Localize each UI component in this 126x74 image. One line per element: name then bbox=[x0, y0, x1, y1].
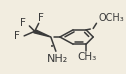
Text: F: F bbox=[20, 18, 26, 28]
Polygon shape bbox=[34, 30, 51, 37]
Text: NH₂: NH₂ bbox=[47, 54, 68, 64]
Text: F: F bbox=[38, 13, 44, 23]
Text: •: • bbox=[50, 44, 54, 50]
Text: F: F bbox=[14, 31, 20, 41]
Text: OCH₃: OCH₃ bbox=[99, 13, 124, 23]
Text: CH₃: CH₃ bbox=[77, 52, 96, 62]
